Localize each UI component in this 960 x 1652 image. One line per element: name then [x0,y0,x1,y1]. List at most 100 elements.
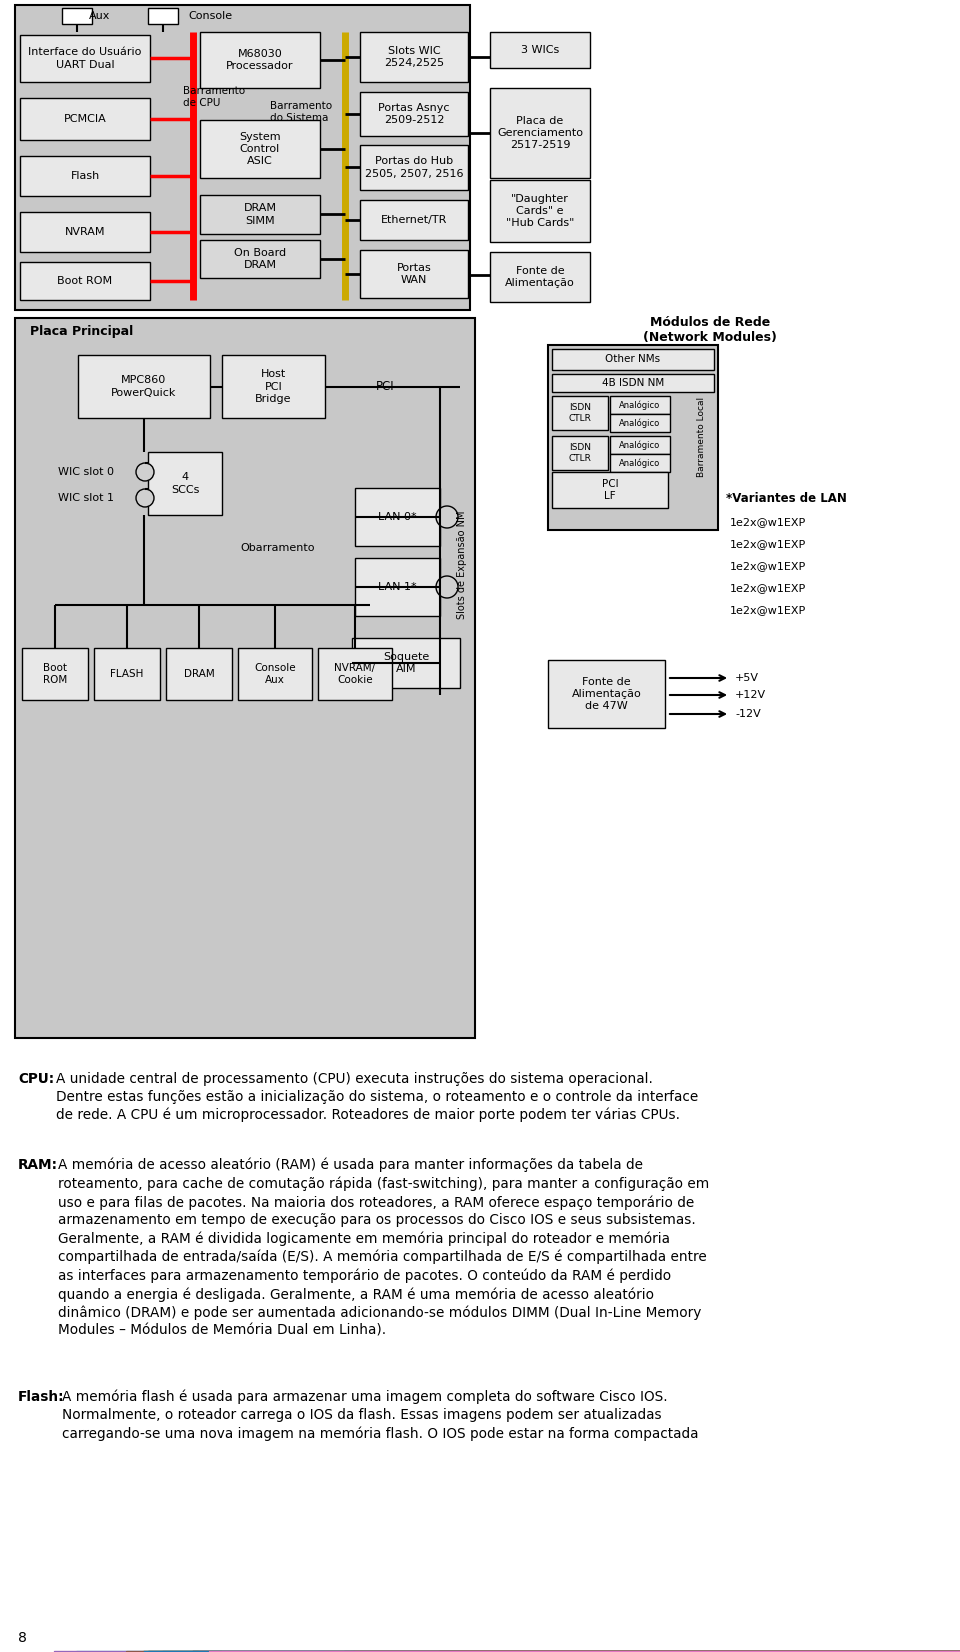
Text: Console
Aux: Console Aux [254,662,296,686]
Circle shape [436,506,458,529]
Bar [200,31,320,88]
Bar [490,180,590,241]
Text: Fonte de
Alimentação: Fonte de Alimentação [505,266,575,287]
Text: Flash: Flash [70,172,100,182]
Text: Interface do Usuário
UART Dual: Interface do Usuário UART Dual [28,48,142,69]
Bar [360,249,468,297]
Bar [148,8,178,25]
Text: LAN 0*: LAN 0* [378,512,417,522]
Bar [360,145,468,190]
Bar [78,355,210,418]
Text: Portas Asnyc
2509-2512: Portas Asnyc 2509-2512 [378,102,449,126]
Text: DRAM
SIMM: DRAM SIMM [244,203,276,226]
Text: 3 WICs: 3 WICs [521,45,559,55]
Text: 1e2x@w1EXP: 1e2x@w1EXP [730,605,806,615]
Text: Boot
ROM: Boot ROM [43,662,67,686]
Bar [318,648,392,700]
Bar [20,97,150,140]
Text: MPC860
PowerQuick: MPC860 PowerQuick [111,375,177,398]
Bar [355,558,440,616]
Text: Obarramento: Obarramento [241,544,315,553]
Bar [20,263,150,301]
Text: A unidade central de processamento (CPU) executa instruções do sistema operacion: A unidade central de processamento (CPU)… [56,1072,698,1122]
Bar [200,195,320,235]
Text: +12V: +12V [735,691,766,700]
Text: Console: Console [188,12,232,21]
Text: Ethernet/TR: Ethernet/TR [381,215,447,225]
Text: Fonte de
Alimentação
de 47W: Fonte de Alimentação de 47W [571,677,641,712]
Bar [355,487,440,547]
Text: Other NMs: Other NMs [606,355,660,365]
Text: Barramento
do Sistema: Barramento do Sistema [270,101,332,122]
Bar [200,240,320,278]
Text: CPU:: CPU: [18,1072,54,1085]
Text: A memória flash é usada para armazenar uma imagem completa do software Cisco IOS: A memória flash é usada para armazenar u… [62,1389,699,1441]
Bar [360,31,468,83]
Circle shape [436,577,458,598]
Text: FLASH: FLASH [110,669,144,679]
Bar [20,155,150,197]
Text: Boot ROM: Boot ROM [58,276,112,286]
Bar [552,373,714,392]
Text: RAM:: RAM: [18,1158,58,1171]
Text: -12V: -12V [735,709,760,719]
Bar [610,454,670,472]
Text: 1e2x@w1EXP: 1e2x@w1EXP [730,583,806,593]
Bar [62,8,92,25]
Text: Módulos de Rede
(Network Modules): Módulos de Rede (Network Modules) [643,316,777,344]
Bar [548,345,718,530]
Bar [360,93,468,135]
Bar [552,472,668,509]
Bar [15,317,475,1037]
Text: Placa de
Gerenciamento
2517-2519: Placa de Gerenciamento 2517-2519 [497,116,583,150]
Text: NVRAM/
Cookie: NVRAM/ Cookie [334,662,375,686]
Bar [490,88,590,178]
Text: NVRAM: NVRAM [64,226,106,236]
Text: Aux: Aux [89,12,110,21]
Text: Barramento Local: Barramento Local [698,396,707,477]
Text: Analógico: Analógico [619,458,660,468]
Bar [20,35,150,83]
Bar [20,211,150,253]
Bar [610,396,670,415]
Text: WIC slot 1: WIC slot 1 [58,492,114,502]
Bar [22,648,88,700]
Text: Barramento
de CPU: Barramento de CPU [183,86,245,107]
Bar [490,253,590,302]
Text: M68030
Processador: M68030 Processador [227,50,294,71]
Text: Portas
WAN: Portas WAN [396,263,431,286]
Circle shape [136,489,154,507]
Text: Slots de Expansão NM: Slots de Expansão NM [457,510,467,620]
Bar [166,648,232,700]
Text: PCMCIA: PCMCIA [63,114,107,124]
Text: System
Control
ASIC: System Control ASIC [239,132,281,167]
Text: Slots WIC
2524,2525: Slots WIC 2524,2525 [384,46,444,68]
Text: *Variantes de LAN: *Variantes de LAN [726,492,847,504]
Bar [222,355,325,418]
Text: Flash:: Flash: [18,1389,64,1404]
Text: Analógico: Analógico [619,418,660,428]
Text: ISDN
CTLR: ISDN CTLR [568,403,591,423]
Bar [148,453,222,515]
Text: 1e2x@w1EXP: 1e2x@w1EXP [730,517,806,527]
Bar [490,31,590,68]
Bar [15,5,470,311]
Text: LAN 1*: LAN 1* [378,582,417,591]
Bar [238,648,312,700]
Text: +5V: +5V [735,672,759,682]
Text: ISDN
CTLR: ISDN CTLR [568,443,591,463]
Bar [610,415,670,433]
Text: Soquete
AIM: Soquete AIM [383,653,429,674]
Text: Analógico: Analógico [619,439,660,449]
Text: Analógico: Analógico [619,400,660,410]
Text: WIC slot 0: WIC slot 0 [58,468,114,477]
Bar [552,349,714,370]
Bar [352,638,460,687]
Bar [94,648,160,700]
Bar [548,661,665,729]
Text: "Daughter
Cards" e
"Hub Cards": "Daughter Cards" e "Hub Cards" [506,193,574,228]
Text: 8: 8 [18,1631,27,1645]
Text: PCI: PCI [375,380,395,393]
Bar [360,200,468,240]
Text: On Board
DRAM: On Board DRAM [234,248,286,271]
